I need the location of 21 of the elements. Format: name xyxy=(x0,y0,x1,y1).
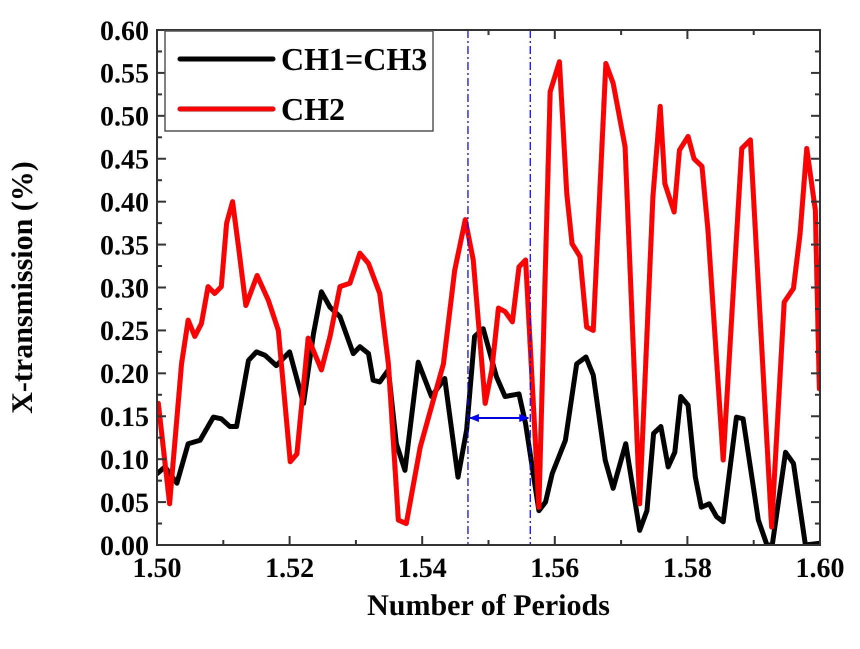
y-tick-label: 0.10 xyxy=(100,444,149,476)
y-tick-label: 0.20 xyxy=(100,359,149,390)
y-tick-label: 0.30 xyxy=(100,273,149,304)
y-tick-label: 0.55 xyxy=(100,58,149,90)
y-tick-label: 0.25 xyxy=(100,316,149,348)
y-axis-title: X-transmission (%) xyxy=(6,161,39,414)
legend-label: CH1=CH3 xyxy=(281,41,428,78)
x-tick-label: 1.60 xyxy=(796,553,844,584)
x-tick-label: 1.58 xyxy=(662,553,712,584)
y-tick-label: 0.50 xyxy=(100,102,149,133)
legend-label: CH2 xyxy=(281,91,345,128)
y-tick-label: 0.15 xyxy=(100,402,149,434)
y-tick-label: 0.35 xyxy=(100,230,149,262)
x-axis-title: Number of Periods xyxy=(367,589,610,622)
x-tick-label: 1.56 xyxy=(530,553,580,584)
x-tick-label: 1.54 xyxy=(398,553,447,584)
x-tick-label: 1.52 xyxy=(265,553,314,584)
y-tick-label: 0.05 xyxy=(100,488,149,519)
y-tick-label: 0.40 xyxy=(100,187,149,218)
y-tick-label: 0.45 xyxy=(100,144,149,176)
y-tick-label: 0.60 xyxy=(100,16,149,47)
